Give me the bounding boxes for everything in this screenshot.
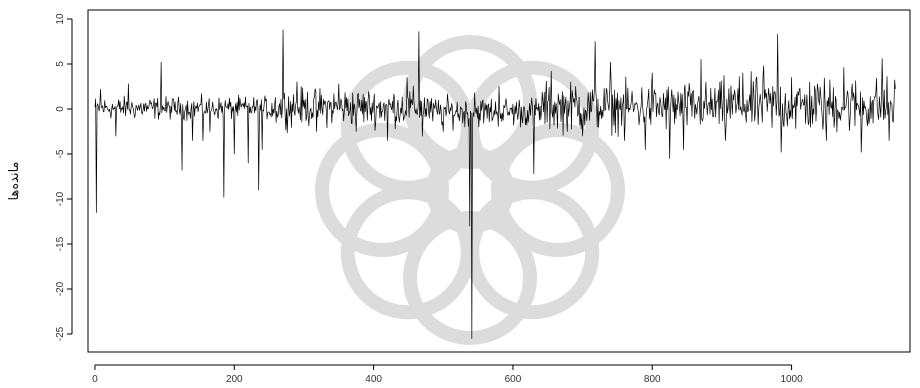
x-tick-label: 400 [365, 374, 382, 385]
plot-frame [87, 9, 911, 353]
x-tick-label: 800 [644, 374, 661, 385]
y-tick-label: -5 [55, 149, 66, 158]
x-axis: 0 200 400 600 800 1000 [92, 364, 803, 385]
y-axis: 10 5 0 -5 -10 -15 -20 -25 [55, 13, 73, 341]
y-tick-label: 5 [55, 61, 66, 67]
y-tick-label: -25 [55, 326, 66, 341]
rosette-watermark-logo [315, 35, 625, 345]
y-tick-label: 10 [55, 13, 66, 25]
y-tick-label: -20 [55, 281, 66, 296]
x-tick-label: 600 [505, 374, 522, 385]
watermark-petal [491, 123, 625, 257]
y-tick-label: -15 [55, 236, 66, 251]
watermark-petal [315, 123, 449, 257]
y-tick-label: -10 [55, 191, 66, 206]
y-axis-label: ماندەها [7, 162, 22, 201]
residual-series-line [94, 29, 896, 339]
x-tick-label: 0 [92, 374, 98, 385]
x-tick-label: 1000 [780, 374, 803, 385]
x-tick-label: 200 [226, 374, 243, 385]
y-tick-label: 0 [55, 106, 66, 112]
